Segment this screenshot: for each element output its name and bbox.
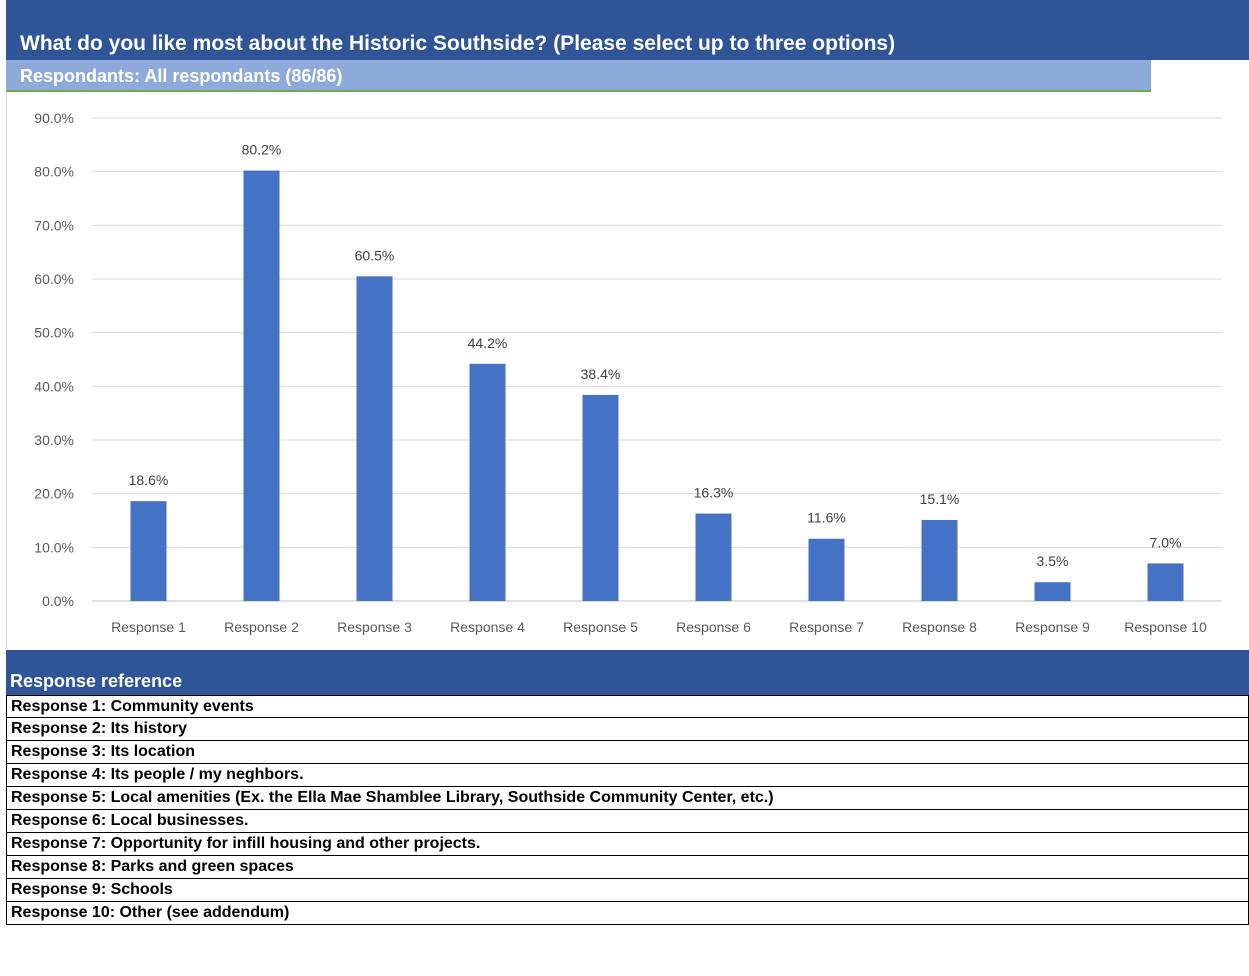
x-tick-label: Response 7	[789, 619, 864, 635]
x-tick-label: Response 3	[337, 619, 412, 635]
x-tick-label: Response 10	[1124, 619, 1207, 635]
y-tick-label: 20.0%	[34, 486, 74, 502]
data-label: 44.2%	[468, 335, 508, 351]
bar	[469, 363, 506, 601]
x-tick-label: Response 9	[1015, 619, 1090, 635]
y-tick-label: 60.0%	[34, 271, 74, 287]
y-tick-label: 50.0%	[34, 325, 74, 341]
chart-area: 0.0% 10.0% 20.0% 30.0% 40.0% 50.0% 60.0% 70.0% 8…	[6, 93, 1249, 649]
reference-item: Response 1: Community events	[6, 695, 1249, 718]
page-title: What do you like most about the Historic…	[20, 32, 896, 55]
bar	[808, 538, 845, 601]
reference-item: Response 9: Schools	[6, 879, 1249, 902]
y-tick-label: 90.0%	[34, 110, 74, 126]
x-tick-label: Response 1	[111, 619, 186, 635]
reference-item: Response 5: Local amenities (Ex. the Ell…	[6, 787, 1249, 810]
data-label: 7.0%	[1150, 534, 1182, 550]
data-label: 16.3%	[694, 485, 734, 501]
data-label: 11.6%	[807, 510, 846, 526]
page-subtitle: Respondants: All respondants (86/86)	[20, 66, 343, 86]
data-label: 3.5%	[1037, 553, 1069, 569]
subtitle-bar: Respondants: All respondants (86/86)	[6, 60, 1151, 92]
reference-list: Response 1: Community events Response 2:…	[6, 695, 1249, 925]
bar	[1034, 582, 1071, 601]
bar	[695, 513, 732, 601]
reference-item: Response 8: Parks and green spaces	[6, 856, 1249, 879]
reference-header: Response reference	[6, 650, 1249, 695]
reference-item: Response 4: Its people / my neghbors.	[6, 764, 1249, 787]
bar	[1147, 563, 1184, 601]
bar	[243, 170, 280, 601]
x-tick-label: Response 2	[224, 619, 299, 635]
reference-item: Response 10: Other (see addendum)	[6, 902, 1249, 925]
reference-header-label: Response reference	[10, 671, 183, 691]
y-tick-label: 80.0%	[34, 164, 74, 180]
bar	[582, 394, 619, 601]
data-label: 60.5%	[355, 247, 395, 263]
bar	[921, 519, 958, 601]
y-tick-label: 70.0%	[34, 217, 74, 233]
bar	[356, 276, 393, 601]
x-tick-label: Response 4	[450, 619, 525, 635]
data-label: 38.4%	[581, 366, 621, 382]
reference-item: Response 2: Its history	[6, 718, 1249, 741]
reference-item: Response 6: Local businesses.	[6, 810, 1249, 833]
reference-item: Response 7: Opportunity for infill housi…	[6, 833, 1249, 856]
data-label: 80.2%	[242, 142, 282, 158]
x-tick-label: Response 8	[902, 619, 977, 635]
y-tick-label: 40.0%	[34, 378, 74, 394]
bar	[130, 501, 167, 601]
reference-item: Response 3: Its location	[6, 741, 1249, 764]
title-bar: What do you like most about the Historic…	[6, 0, 1249, 60]
data-label: 18.6%	[129, 472, 169, 488]
y-tick-label: 30.0%	[34, 432, 74, 448]
bar-chart: 0.0% 10.0% 20.0% 30.0% 40.0% 50.0% 60.0% 70.0% 8…	[34, 110, 1222, 635]
y-tick-label: 10.0%	[34, 539, 74, 555]
x-tick-label: Response 6	[676, 619, 751, 635]
y-tick-label: 0.0%	[42, 593, 74, 609]
x-tick-label: Response 5	[563, 619, 638, 635]
data-label: 15.1%	[920, 491, 960, 507]
